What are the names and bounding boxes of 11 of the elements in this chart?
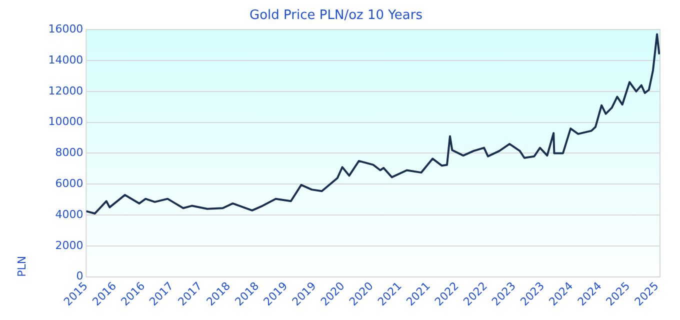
y-tick-label: 8000 <box>55 146 84 160</box>
y-tick-label: 0 <box>76 270 84 283</box>
y-tick-label: 6000 <box>55 177 84 190</box>
y-tick-label: 12000 <box>48 84 84 98</box>
y-tick-label: 14000 <box>48 53 84 66</box>
chart-title: Gold Price PLN/oz 10 Years <box>250 8 423 24</box>
y-tick-label: 2000 <box>55 238 84 252</box>
y-axis-title: PLN <box>15 256 28 277</box>
y-tick-label: 16000 <box>48 22 84 36</box>
y-tick-label: 10000 <box>48 115 84 128</box>
y-tick-label: 4000 <box>55 208 84 221</box>
